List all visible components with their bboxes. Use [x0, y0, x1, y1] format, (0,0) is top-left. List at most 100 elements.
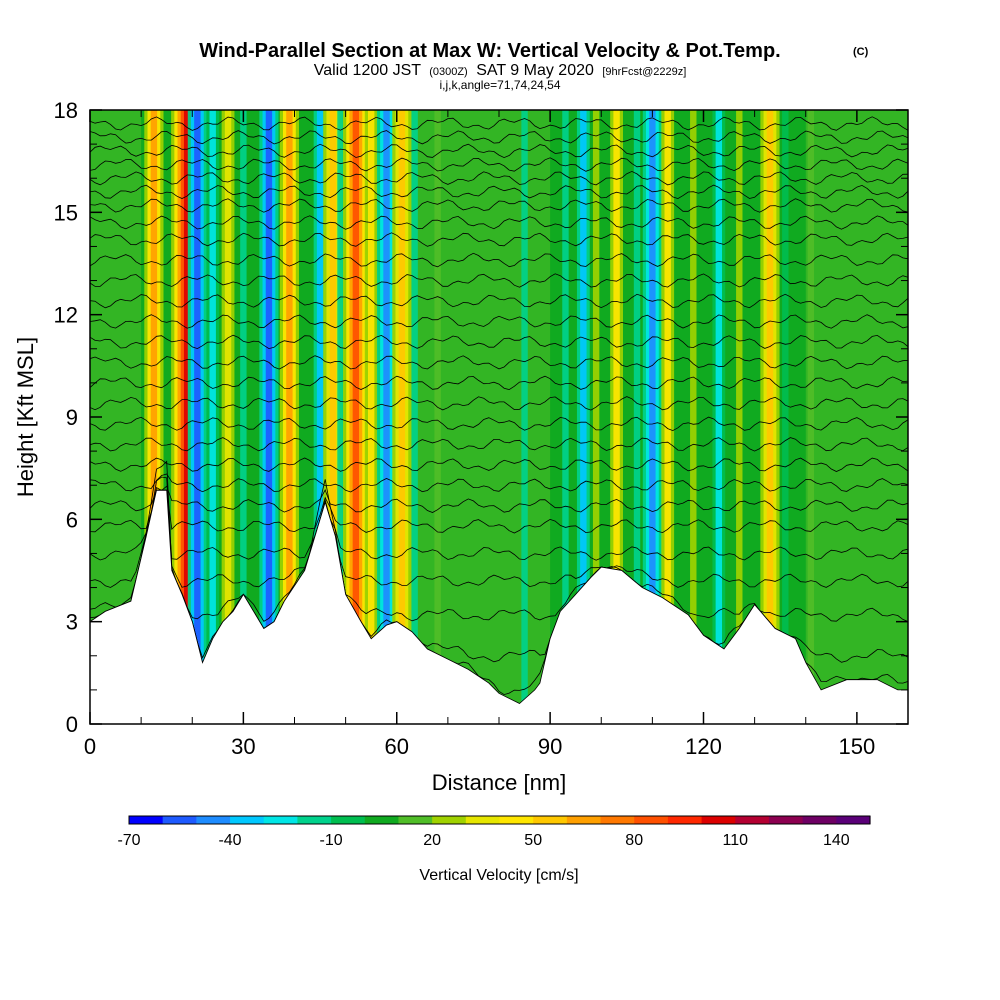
colorbar-swatch — [802, 816, 837, 824]
subtitle-valid: Valid 1200 JST — [314, 62, 422, 79]
pot-temp-contour — [90, 170, 908, 186]
x-tick-label: 30 — [231, 734, 255, 759]
colorbar-swatch — [465, 816, 501, 824]
velocity-band — [352, 110, 360, 724]
subtitle-utc: (0300Z) — [429, 66, 468, 78]
colorbar-swatch — [364, 816, 400, 824]
velocity-band — [240, 110, 247, 724]
y-axis-label: Height [Kft MSL] — [13, 337, 38, 497]
chart-title: Wind-Parallel Section at Max W: Vertical… — [199, 40, 780, 62]
colorbar-swatch — [701, 816, 736, 824]
colorbar-swatch — [634, 816, 669, 824]
pot-temp-contour — [90, 215, 908, 230]
title-mark: (C) — [853, 46, 869, 58]
pot-temp-contour — [90, 130, 908, 145]
y-tick-label: 9 — [66, 405, 78, 430]
colorbar-tick-label: 140 — [823, 832, 850, 849]
velocity-band — [690, 110, 697, 724]
colorbar-label: Vertical Velocity [cm/s] — [419, 867, 578, 884]
velocity-band — [265, 110, 273, 724]
colorbar-swatch — [129, 816, 164, 824]
colorbar-swatch — [162, 816, 197, 824]
velocity-band — [194, 110, 201, 724]
x-tick-label: 120 — [685, 734, 722, 759]
colorbar-tick-label: 20 — [423, 832, 441, 849]
terrain-mask — [90, 489, 908, 724]
x-axis-label: Distance [nm] — [432, 770, 567, 795]
velocity-band — [411, 110, 418, 724]
pot-temp-contour — [90, 489, 908, 561]
pot-temp-contour — [90, 293, 908, 309]
colorbar-tick-label: 50 — [524, 832, 542, 849]
x-tick-label: 150 — [839, 734, 876, 759]
plot-area — [89, 109, 909, 725]
velocity-band — [434, 110, 441, 724]
x-tick-label: 90 — [538, 734, 562, 759]
pot-temp-contour — [90, 485, 908, 513]
velocity-band — [649, 110, 656, 724]
colorbar-swatch — [735, 816, 770, 824]
velocity-band — [580, 110, 587, 724]
velocity-band — [209, 110, 216, 724]
velocity-band — [316, 110, 324, 724]
colorbar-tick-label: -40 — [218, 832, 241, 849]
subtitle-date: SAT 9 May 2020 — [476, 62, 594, 79]
velocity-band — [715, 110, 723, 724]
velocity-band — [592, 110, 600, 724]
pot-temp-contour — [90, 143, 908, 159]
pot-temp-contour — [90, 375, 908, 391]
velocity-band — [562, 110, 569, 724]
velocity-band — [337, 110, 344, 724]
terrain — [90, 489, 908, 724]
y-tick-label: 12 — [54, 303, 78, 328]
axis-ticks — [89, 109, 909, 725]
colorbar — [128, 815, 871, 825]
velocity-band — [224, 110, 232, 724]
x-tick-label: 0 — [84, 734, 96, 759]
y-tick-label: 18 — [54, 98, 78, 123]
velocity-band — [286, 110, 293, 724]
colorbar-swatch — [667, 816, 703, 824]
velocity-band — [398, 110, 406, 724]
colorbar-swatch — [230, 816, 265, 824]
velocity-band — [329, 110, 337, 724]
pot-temp-contour — [90, 252, 908, 268]
pot-temp-contour — [90, 314, 908, 329]
velocity-band — [736, 110, 743, 724]
pot-temp-contour — [90, 396, 908, 411]
colorbar-swatch — [297, 816, 332, 824]
colorbar-swatch — [432, 816, 467, 824]
field-zone — [805, 110, 908, 724]
pot-temp-contour — [90, 273, 908, 288]
pot-temp-contour — [90, 489, 908, 588]
velocity-band — [367, 110, 375, 724]
colorbar-swatch — [768, 816, 804, 824]
colorbar-tick-label: 80 — [625, 832, 643, 849]
colorbar-swatch — [398, 816, 433, 824]
colorbar-swatch — [533, 816, 568, 824]
x-tick-label: 60 — [385, 734, 409, 759]
subtitle: Valid 1200 JST (0300Z) SAT 9 May 2020 [9… — [314, 62, 687, 79]
velocity-band — [766, 110, 774, 724]
pot-temp-contour — [90, 486, 908, 622]
pot-temp-contour — [90, 489, 908, 534]
pot-temp-contour — [90, 157, 908, 172]
colorbar-swatch — [263, 816, 299, 824]
y-tick-label: 0 — [66, 712, 78, 737]
pot-temp-contour — [90, 457, 908, 472]
velocity-band — [183, 110, 191, 724]
pot-temp-contour — [90, 473, 908, 493]
colorbar-swatch — [836, 816, 871, 824]
velocity-field — [90, 110, 908, 724]
colorbar-swatch — [499, 816, 534, 824]
colorbar-frame — [128, 815, 871, 825]
colorbar-swatch — [196, 816, 231, 824]
pot-temp-contour — [90, 232, 908, 247]
subtitle-forecast: [9hrFcst@2229z] — [602, 66, 686, 78]
colorbar-swatch — [600, 816, 635, 824]
velocity-band — [782, 110, 789, 724]
pot-temp-contour — [90, 116, 908, 131]
velocity-band — [807, 110, 815, 724]
velocity-band — [613, 110, 620, 724]
pot-temp-contour — [90, 184, 908, 200]
